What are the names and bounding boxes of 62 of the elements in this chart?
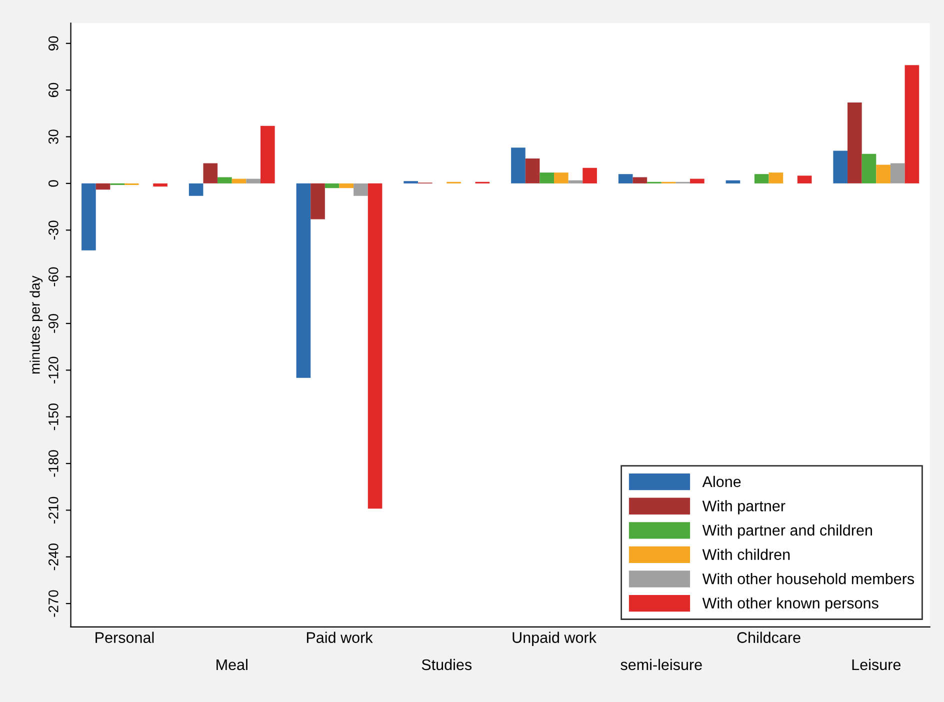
y-tick-label: 60 — [48, 82, 58, 98]
y-tick-label: -30 — [48, 220, 58, 240]
bar — [726, 180, 740, 184]
bar — [218, 177, 232, 184]
bar — [618, 174, 633, 184]
bar — [368, 183, 382, 509]
x-tick-label: Childcare — [737, 632, 800, 643]
bar — [890, 163, 905, 184]
y-tick-label: -180 — [48, 450, 58, 477]
legend-label: With partner and children — [702, 524, 872, 539]
bar — [876, 164, 890, 184]
x-tick-label: Paid work — [306, 632, 373, 643]
y-axis-title: minutes per day — [30, 276, 43, 374]
bar — [82, 183, 96, 250]
bar — [690, 178, 704, 184]
y-tick-label: 0 — [48, 180, 58, 187]
bar — [554, 172, 568, 184]
bar — [540, 172, 554, 184]
bar — [768, 172, 784, 184]
y-tick-label: -90 — [48, 314, 58, 333]
bar — [797, 176, 812, 184]
y-tick-label: -150 — [48, 403, 58, 430]
bar — [754, 174, 769, 184]
bar — [310, 183, 325, 220]
y-tick-label: 30 — [48, 130, 58, 144]
bar — [632, 177, 648, 184]
x-tick-label: Studies — [422, 658, 472, 670]
bar — [525, 158, 540, 184]
bar — [188, 183, 204, 196]
x-tick-label: Unpaid work — [512, 632, 596, 646]
y-tick-label: -60 — [48, 267, 58, 286]
x-tick-label: semi-leisure — [620, 658, 702, 670]
bar — [260, 126, 275, 184]
bar — [354, 183, 368, 196]
bar — [203, 163, 218, 184]
bar — [232, 178, 246, 184]
y-tick-label: -120 — [48, 356, 58, 384]
x-tick-label: Personal — [96, 632, 154, 643]
bar — [153, 183, 168, 187]
legend-label: With other known persons — [702, 597, 878, 612]
legend-label: With children — [702, 548, 790, 560]
y-tick-label: -210 — [48, 496, 58, 524]
legend-label: Alone — [702, 476, 741, 488]
bar — [511, 148, 526, 184]
bar — [904, 65, 920, 184]
bar — [96, 183, 110, 190]
y-tick-label: -270 — [48, 590, 58, 617]
x-tick-label: Leisure — [852, 658, 901, 670]
y-tick-label: -240 — [48, 544, 58, 570]
bar — [296, 183, 311, 378]
bar — [568, 180, 583, 184]
legend-label: With other household members — [702, 573, 914, 584]
bar — [582, 168, 597, 184]
bar — [324, 183, 340, 188]
bar — [848, 102, 862, 184]
y-tick-label: 90 — [48, 36, 58, 50]
legend-label: With partner — [702, 500, 786, 514]
bar — [246, 178, 261, 184]
bar — [862, 154, 876, 184]
bar — [833, 150, 848, 184]
x-tick-label: Meal — [216, 658, 248, 670]
bar — [339, 183, 354, 188]
